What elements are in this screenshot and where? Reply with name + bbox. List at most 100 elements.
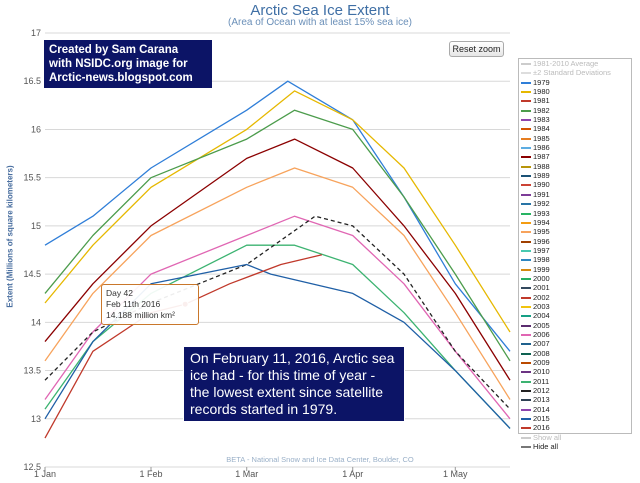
legend-swatch [521, 147, 531, 150]
y-tick-label: 16.5 [23, 76, 41, 86]
legend-label: 2003 [533, 301, 550, 311]
legend-item[interactable]: ±2 Standard Deviations [519, 68, 631, 77]
legend-label: 2010 [533, 367, 550, 377]
legend-swatch [521, 371, 531, 374]
legend-item[interactable]: 1991 [519, 190, 631, 199]
legend-swatch [521, 231, 531, 234]
legend-label: 2007 [533, 339, 550, 349]
legend-item[interactable]: 2013 [519, 395, 631, 404]
legend-item[interactable]: 2005 [519, 321, 631, 330]
x-tick-label: 1 Apr [342, 469, 363, 479]
legend-item[interactable]: 2011 [519, 377, 631, 386]
legend-swatch [521, 109, 531, 112]
legend-item[interactable]: 2015 [519, 414, 631, 423]
legend-item[interactable]: Show all [519, 433, 631, 442]
legend-swatch [521, 156, 531, 159]
legend-item[interactable]: 1998 [519, 255, 631, 264]
legend-swatch [521, 305, 531, 308]
legend-item[interactable]: 2009 [519, 358, 631, 367]
legend-swatch [521, 362, 531, 364]
legend-item[interactable]: 1985 [519, 134, 631, 143]
legend-label: Hide all [533, 442, 559, 452]
legend-label: 2016 [533, 423, 550, 433]
legend-swatch [521, 343, 531, 346]
legend-label: 1996 [533, 236, 550, 246]
legend-swatch [521, 249, 531, 252]
legend-swatch [521, 221, 531, 224]
legend-swatch [521, 408, 531, 411]
legend-swatch [521, 240, 531, 243]
y-tick-label: 15.5 [23, 173, 41, 183]
legend-item[interactable]: Hide all [519, 442, 631, 451]
legend-label: 1982 [533, 105, 550, 115]
legend-swatch [521, 296, 531, 299]
legend-item[interactable]: 1997 [519, 246, 631, 255]
legend-item[interactable]: 2014 [519, 405, 631, 414]
legend-label: 1992 [533, 199, 550, 209]
y-tick-label: 15 [31, 221, 41, 231]
tooltip-day: Day 42 [106, 288, 133, 298]
legend-item[interactable]: 1987 [519, 152, 631, 161]
series-line-1995 [44, 167, 511, 400]
legend-item[interactable]: 1988 [519, 162, 631, 171]
legend-item[interactable]: 2003 [519, 302, 631, 311]
legend-label: 2013 [533, 395, 550, 405]
legend-swatch [521, 380, 531, 383]
legend-item[interactable]: 1986 [519, 143, 631, 152]
legend-swatch [521, 333, 531, 336]
legend-item[interactable]: 2004 [519, 311, 631, 320]
legend-swatch [521, 72, 531, 75]
legend-label: 1989 [533, 171, 550, 181]
legend-item[interactable]: 1982 [519, 106, 631, 115]
legend-item[interactable]: 2008 [519, 349, 631, 358]
legend-item[interactable]: 2002 [519, 293, 631, 302]
reset-zoom-button[interactable]: Reset zoom [449, 41, 504, 57]
legend-label: 1981-2010 Average [533, 59, 599, 68]
y-axis-title: Extent (Millions of square kilometers) [5, 165, 15, 308]
legend-item[interactable]: 2000 [519, 274, 631, 283]
legend-label: 1983 [533, 115, 550, 125]
legend-swatch [521, 165, 531, 168]
legend-item[interactable]: 1990 [519, 180, 631, 189]
data-tooltip: Day 42 Feb 11th 2016 14.188 million km² [101, 284, 199, 325]
y-tick-label: 14 [31, 317, 41, 327]
series-line-1979 [44, 80, 511, 352]
legend-label: 1981 [533, 96, 550, 106]
legend-label: 1999 [533, 264, 550, 274]
legend-item[interactable]: 1989 [519, 171, 631, 180]
legend-swatch [521, 315, 531, 318]
legend-item[interactable]: 1980 [519, 87, 631, 96]
legend-swatch [521, 446, 531, 449]
legend-item[interactable]: 1996 [519, 237, 631, 246]
legend-item[interactable]: 2001 [519, 283, 631, 292]
series-line-1987 [44, 138, 511, 381]
legend-label: 1998 [533, 255, 550, 265]
legend-item[interactable]: 1983 [519, 115, 631, 124]
x-tick-label: 1 Mar [235, 469, 258, 479]
legend-item[interactable]: 1979 [519, 78, 631, 87]
legend-swatch [521, 193, 531, 196]
legend-item[interactable]: 2006 [519, 330, 631, 339]
legend-item[interactable]: 1993 [519, 209, 631, 218]
legend-swatch [521, 277, 531, 280]
legend-item[interactable]: 1995 [519, 227, 631, 236]
legend-item[interactable]: 1984 [519, 124, 631, 133]
legend-item[interactable]: 1992 [519, 199, 631, 208]
legend-item[interactable]: 2010 [519, 367, 631, 376]
legend-item[interactable]: 2012 [519, 386, 631, 395]
legend-swatch [521, 324, 531, 327]
legend-swatch [521, 81, 531, 84]
credit-line: with NSIDC.org image for [49, 58, 188, 70]
legend: 1981-2010 Average ±2 Standard Deviations 1… [518, 58, 632, 451]
legend-label: 2012 [533, 386, 550, 396]
legend-item[interactable]: 1994 [519, 218, 631, 227]
legend-item[interactable]: 1981 [519, 96, 631, 105]
legend-item[interactable]: 1999 [519, 265, 631, 274]
legend-swatch [521, 63, 531, 65]
legend-swatch [521, 100, 531, 103]
legend-item[interactable]: 2016 [519, 423, 631, 432]
legend-label: 1993 [533, 208, 550, 218]
legend-item[interactable]: 2007 [519, 339, 631, 348]
legend-item[interactable]: 1981-2010 Average [519, 59, 631, 68]
legend-label: 1985 [533, 133, 550, 143]
